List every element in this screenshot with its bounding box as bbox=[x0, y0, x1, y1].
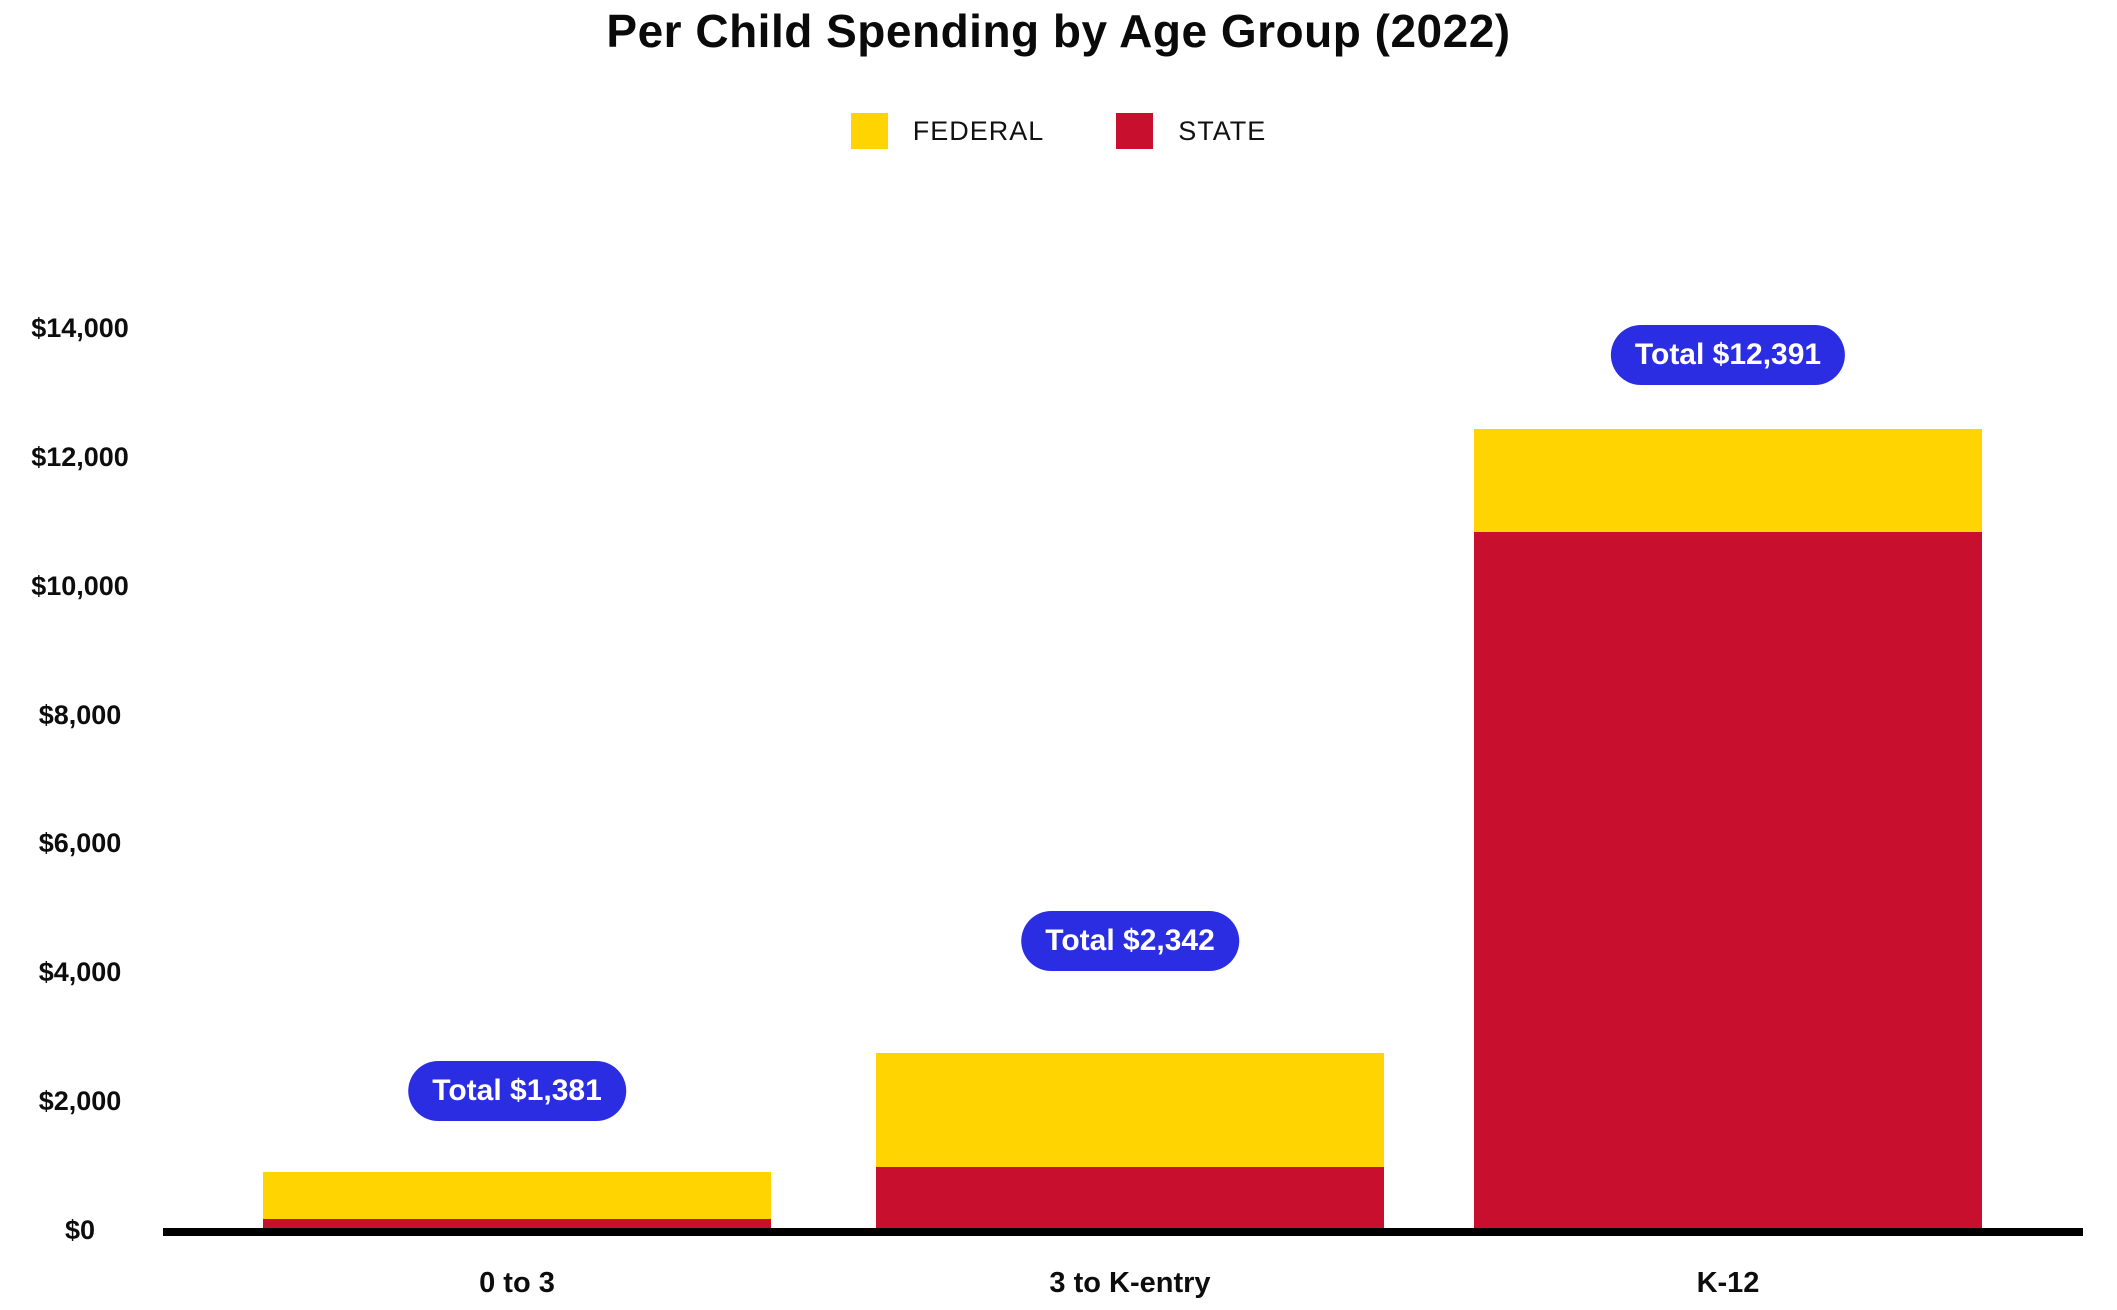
y-axis-tick-label-8-000: $8,000 bbox=[38, 700, 122, 730]
chart-legend: FEDERAL STATE bbox=[0, 110, 2117, 152]
y-axis-tick-label-10-000: $10,000 bbox=[31, 571, 129, 601]
legend-label-state: STATE bbox=[1178, 115, 1267, 146]
legend-item-state: STATE bbox=[1116, 113, 1266, 149]
bar-3-to-k-entry-state-segment bbox=[876, 1167, 1384, 1228]
bar-k-12-federal-segment bbox=[1474, 429, 1982, 532]
state-swatch-icon bbox=[1116, 113, 1154, 149]
bar-k-12-state-segment bbox=[1474, 532, 1982, 1228]
chart-title: Per Child Spending by Age Group (2022) bbox=[606, 5, 1511, 57]
total-badge-k-12: Total $12,391 bbox=[1610, 325, 1846, 385]
total-badge-3-to-k-entry: Total $2,342 bbox=[1021, 911, 1239, 971]
y-axis-tick-label-4-000: $4,000 bbox=[38, 957, 122, 987]
bar-3-to-k-entry-federal-segment bbox=[876, 1053, 1384, 1167]
x-axis-label-0-to-3: 0 to 3 bbox=[479, 1267, 555, 1299]
x-axis-line bbox=[163, 1228, 2083, 1236]
legend-item-federal: FEDERAL bbox=[850, 113, 1045, 149]
bar-0-to-3-federal-segment bbox=[263, 1172, 771, 1219]
y-axis-tick-label-6-000: $6,000 bbox=[38, 828, 122, 858]
legend-label-federal: FEDERAL bbox=[912, 115, 1045, 146]
bar-0-to-3-state-segment bbox=[263, 1219, 771, 1228]
x-axis-label-3-to-k-entry: 3 to K-entry bbox=[1049, 1267, 1211, 1299]
x-axis-label-k-12: K-12 bbox=[1696, 1267, 1760, 1299]
y-axis-tick-label-2-000: $2,000 bbox=[38, 1086, 122, 1116]
total-badge-0-to-3: Total $1,381 bbox=[408, 1061, 626, 1121]
federal-swatch-icon bbox=[850, 113, 888, 149]
y-axis-tick-label-0: $0 bbox=[64, 1215, 96, 1245]
y-axis-tick-label-14-000: $14,000 bbox=[31, 313, 129, 343]
y-axis-tick-label-12-000: $12,000 bbox=[31, 442, 129, 472]
